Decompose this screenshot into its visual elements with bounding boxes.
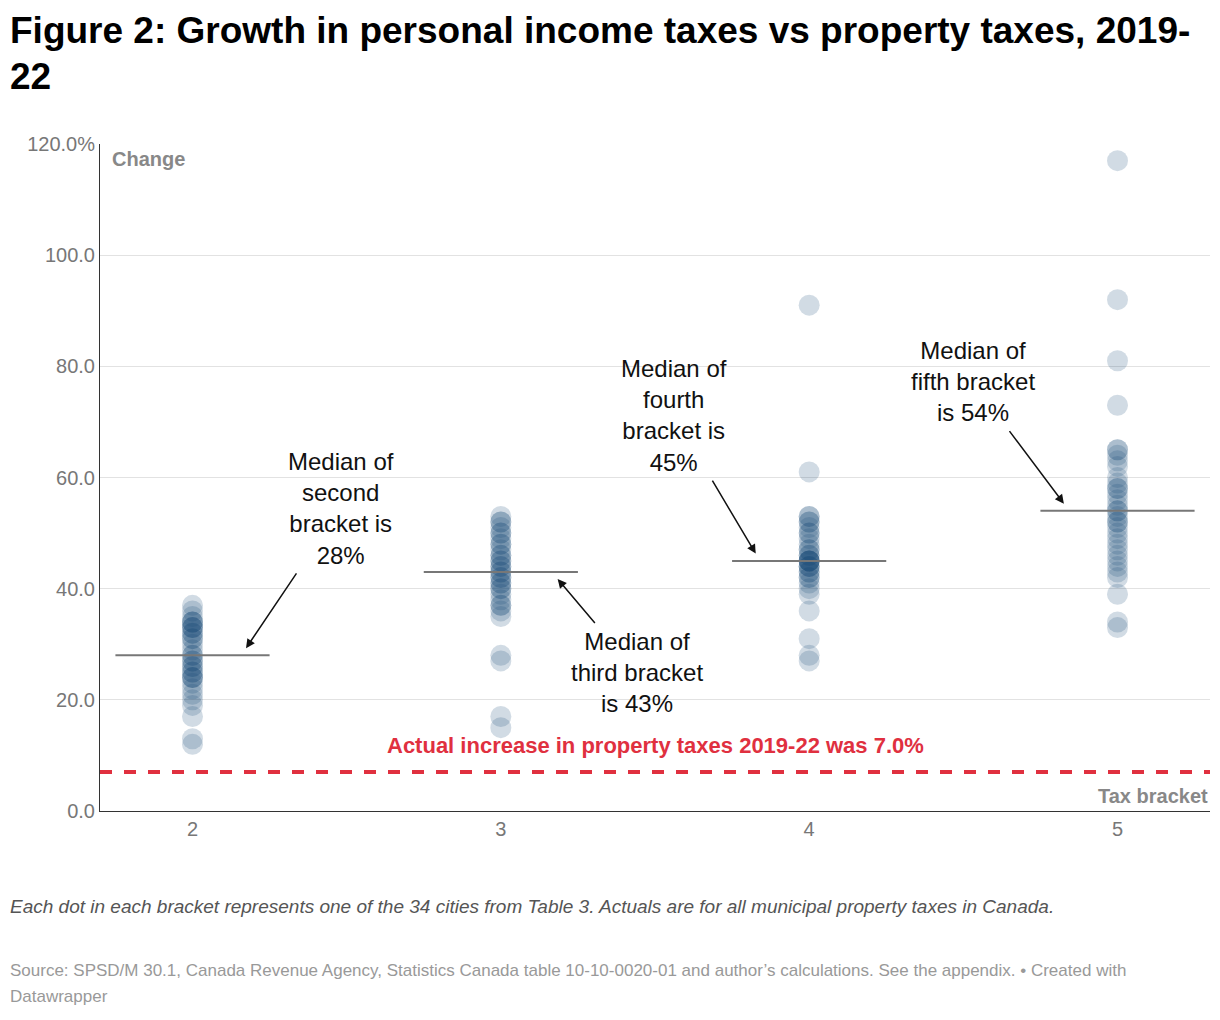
- svg-text:Median ofsecondbracket is28%: Median ofsecondbracket is28%: [288, 448, 394, 569]
- svg-text:0.0: 0.0: [67, 800, 95, 822]
- svg-text:Median ofthird bracketis 43%: Median ofthird bracketis 43%: [571, 628, 703, 717]
- svg-text:Change: Change: [112, 148, 185, 170]
- html-text:Source: SPSD/M 30.1, Canada Re: Source: SPSD/M 30.1, Canada Revenue Agen…: [10, 961, 1127, 1006]
- svg-text:Median offifth bracketis 54%: Median offifth bracketis 54%: [911, 337, 1035, 426]
- html-text:Each dot in each bracket repre: Each dot in each bracket represents one …: [10, 896, 1055, 917]
- svg-text:100.0: 100.0: [45, 244, 95, 266]
- svg-text:60.0: 60.0: [56, 467, 95, 489]
- svg-text:Median offourthbracket is45%: Median offourthbracket is45%: [621, 355, 727, 476]
- svg-text:3: 3: [495, 818, 506, 840]
- svg-text:40.0: 40.0: [56, 578, 95, 600]
- html-text:Figure 2: Growth in personal i: Figure 2: Growth in personal income taxe…: [10, 10, 1191, 97]
- svg-text:120.0%: 120.0%: [27, 133, 95, 155]
- svg-text:5: 5: [1112, 818, 1123, 840]
- svg-text:Tax bracket: Tax bracket: [1098, 785, 1208, 807]
- svg-text:Actual increase in property ta: Actual increase in property taxes 2019-2…: [387, 733, 924, 758]
- svg-text:4: 4: [804, 818, 815, 840]
- svg-text:2: 2: [187, 818, 198, 840]
- svg-text:80.0: 80.0: [56, 355, 95, 377]
- svg-text:20.0: 20.0: [56, 689, 95, 711]
